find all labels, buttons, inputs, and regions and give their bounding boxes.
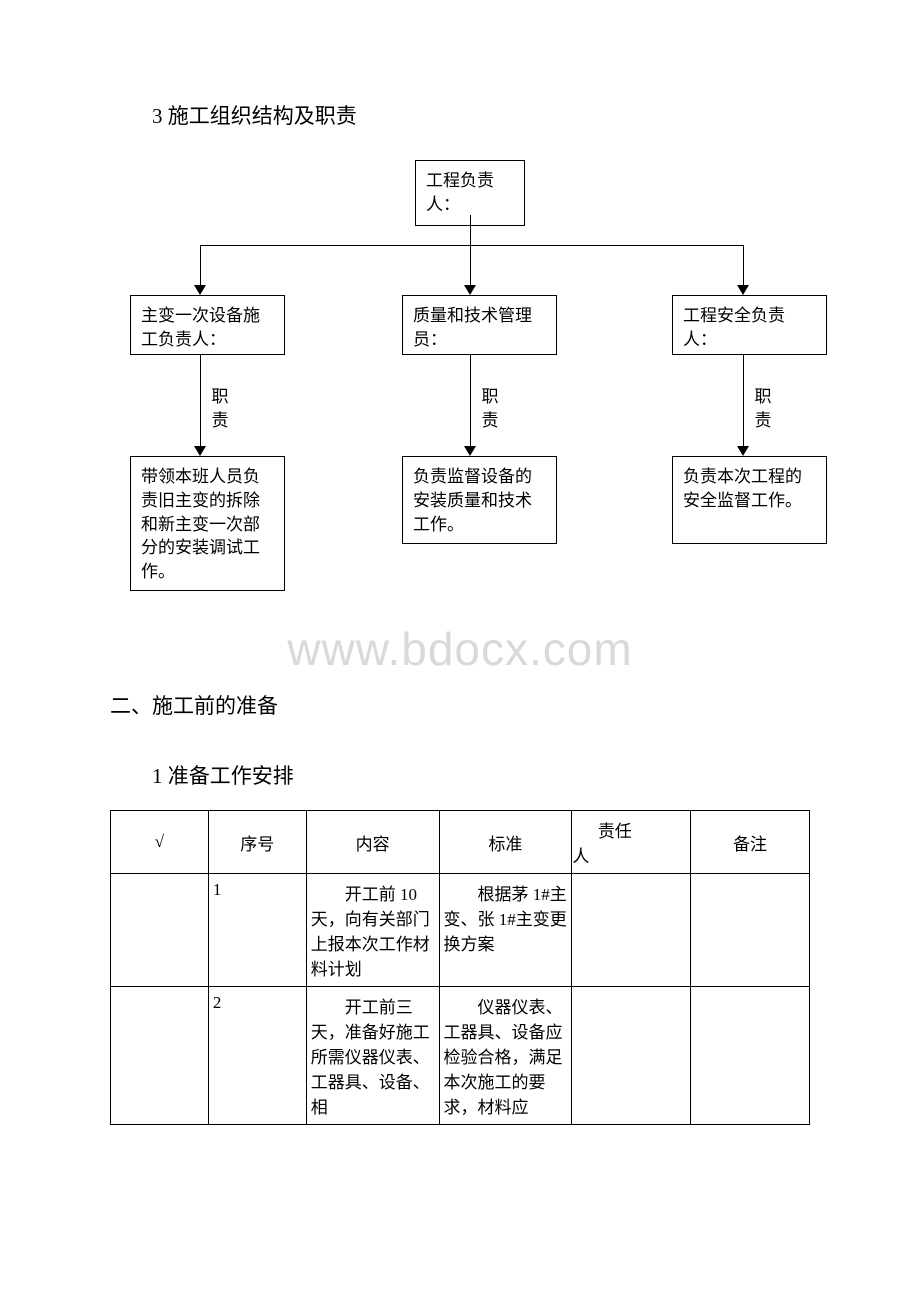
- col-content: 内容: [306, 811, 439, 874]
- arrowhead-icon: [737, 285, 749, 295]
- cell-note: [691, 874, 810, 987]
- table-row: 1 开工前 10 天，向有关部门上报本次工作材料计划 根据茅 1#主变、张 1#…: [111, 874, 810, 987]
- arrowhead-icon: [737, 446, 749, 456]
- arrowhead-icon: [194, 285, 206, 295]
- page-content: 3 施工组织结构及职责 工程负责人： 主变一次设备施工负责人： 质量和技术管理员…: [0, 0, 920, 1165]
- edge: [470, 215, 471, 245]
- cell-check: [111, 987, 209, 1125]
- duty-label: 职责: [753, 385, 773, 433]
- table-body: 1 开工前 10 天，向有关部门上报本次工作材料计划 根据茅 1#主变、张 1#…: [111, 874, 810, 1125]
- org-flowchart: 工程负责人： 主变一次设备施工负责人： 质量和技术管理员： 工程安全负责人： 职…: [110, 160, 810, 630]
- edge: [200, 245, 201, 287]
- arrowhead-icon: [464, 285, 476, 295]
- table-header-row: √ 序号 内容 标准 责任人 备注: [111, 811, 810, 874]
- cell-check: [111, 874, 209, 987]
- cell-no: 2: [208, 987, 306, 1125]
- arrowhead-icon: [194, 446, 206, 456]
- node-equipment-lead: 主变一次设备施工负责人：: [130, 295, 285, 355]
- edge: [470, 355, 471, 448]
- edge: [200, 355, 201, 448]
- col-note: 备注: [691, 811, 810, 874]
- prep-table: √ 序号 内容 标准 责任人 备注 1 开工前 10 天，向有关部门上报本次工作…: [110, 810, 810, 1125]
- edge: [470, 245, 471, 287]
- edge: [743, 245, 744, 287]
- col-resp: 责任人: [572, 811, 691, 874]
- node-duty-safety: 负责本次工程的安全监督工作。: [672, 456, 827, 544]
- cell-content: 开工前 10 天，向有关部门上报本次工作材料计划: [306, 874, 439, 987]
- cell-standard: 根据茅 1#主变、张 1#主变更换方案: [439, 874, 572, 987]
- duty-label: 职责: [480, 385, 500, 433]
- duty-label: 职责: [210, 385, 230, 433]
- heading-2: 二、施工前的准备: [110, 690, 810, 720]
- arrowhead-icon: [464, 446, 476, 456]
- col-standard: 标准: [439, 811, 572, 874]
- col-check: √: [111, 811, 209, 874]
- cell-content: 开工前三天，准备好施工所需仪器仪表、工器具、设备、相: [306, 987, 439, 1125]
- edge: [743, 355, 744, 448]
- cell-no: 1: [208, 874, 306, 987]
- col-no: 序号: [208, 811, 306, 874]
- cell-resp: [572, 987, 691, 1125]
- edge: [200, 245, 744, 246]
- node-safety-lead: 工程安全负责人：: [672, 295, 827, 355]
- cell-standard: 仪器仪表、工器具、设备应检验合格，满足本次施工的要求，材料应: [439, 987, 572, 1125]
- cell-note: [691, 987, 810, 1125]
- table-row: 2 开工前三天，准备好施工所需仪器仪表、工器具、设备、相 仪器仪表、工器具、设备…: [111, 987, 810, 1125]
- section-3-title: 3 施工组织结构及职责: [110, 100, 810, 130]
- node-duty-equipment: 带领本班人员负责旧主变的拆除和新主变一次部分的安装调试工作。: [130, 456, 285, 591]
- cell-resp: [572, 874, 691, 987]
- sub-1-title: 1 准备工作安排: [110, 760, 810, 790]
- node-duty-qa: 负责监督设备的安装质量和技术工作。: [402, 456, 557, 544]
- node-qa-tech: 质量和技术管理员：: [402, 295, 557, 355]
